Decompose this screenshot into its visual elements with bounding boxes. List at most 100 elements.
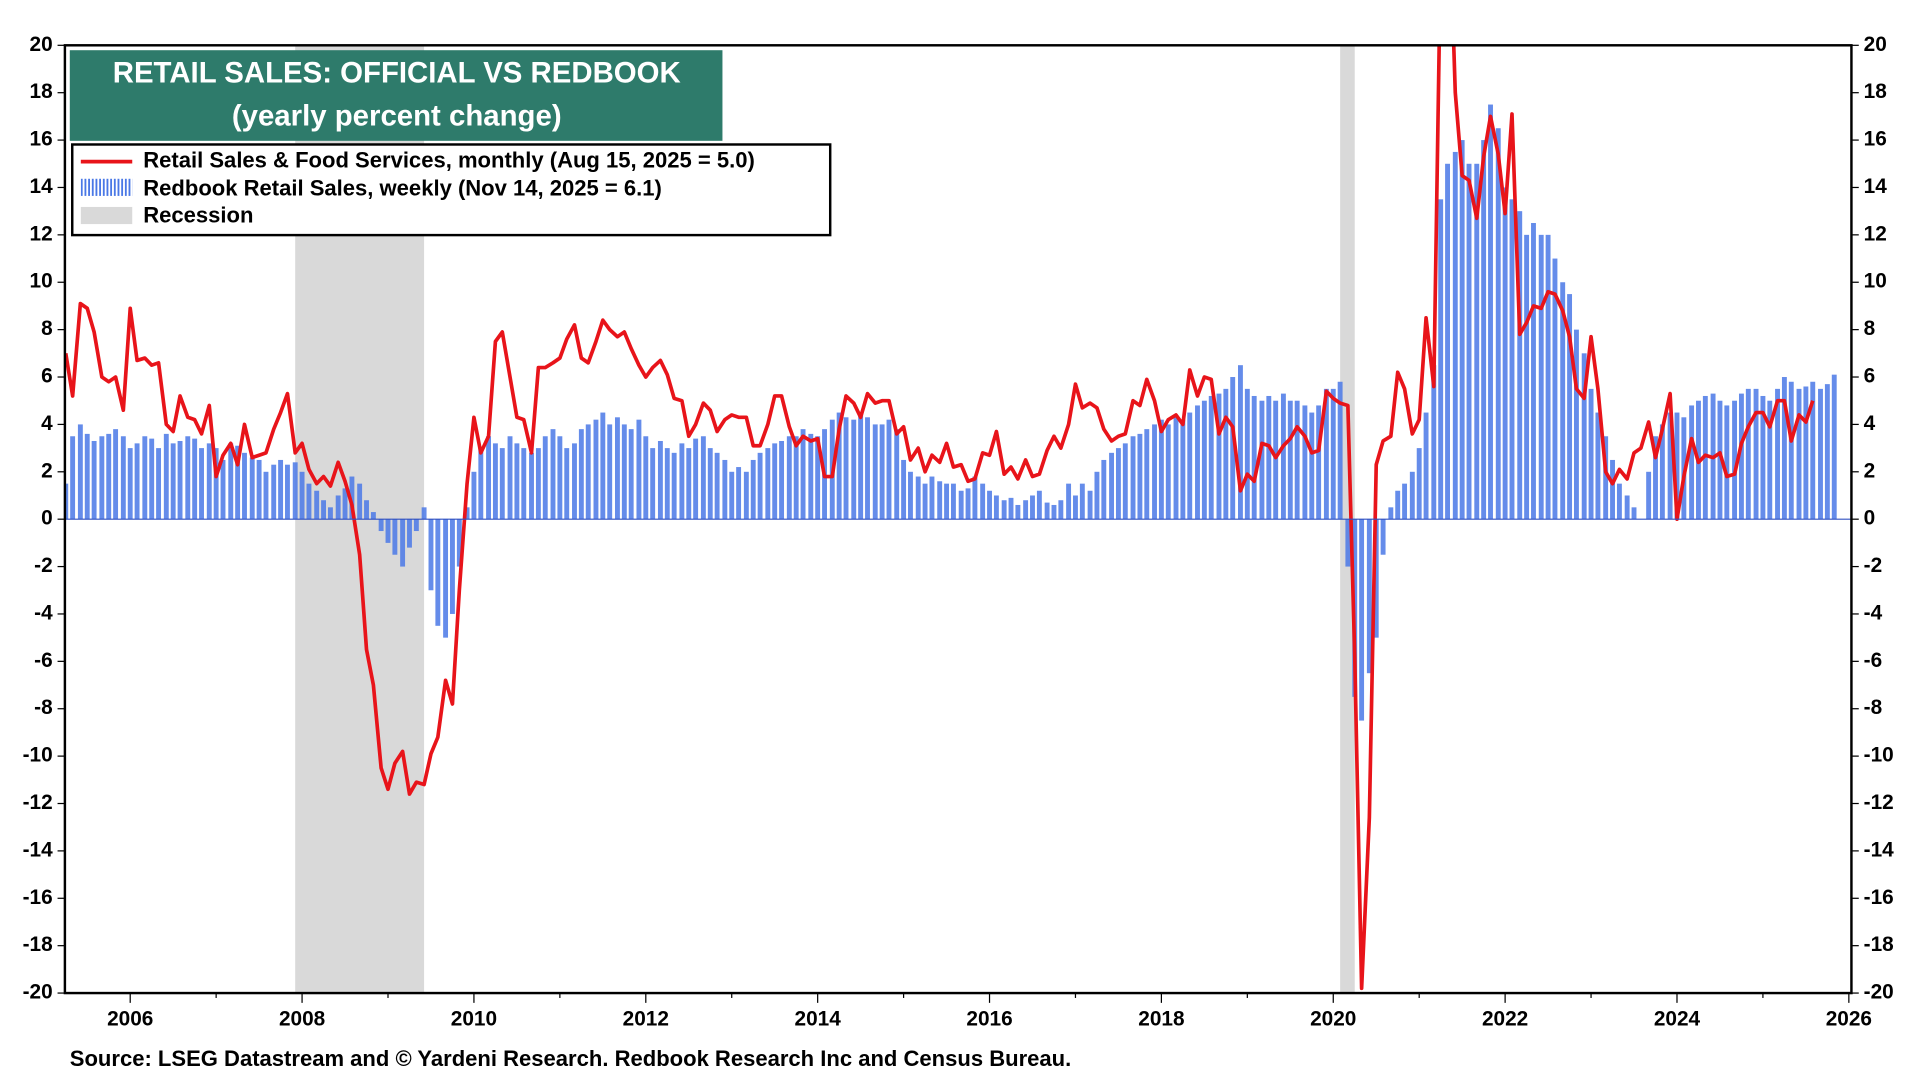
y2-tick-label: 18 [1864,80,1887,103]
bar [958,490,964,520]
bar [1266,395,1272,520]
bar [385,519,391,543]
bar [643,436,649,520]
y2-tick-label: 4 [1864,412,1876,435]
bar [1058,500,1064,520]
y-tick-label: -2 [34,554,53,577]
bar [1667,412,1673,520]
bar [306,483,312,520]
bar [707,448,713,520]
bar [593,419,599,520]
bar [1481,140,1487,520]
y2-tick-label: -12 [1864,791,1894,814]
bar [657,440,663,520]
bar [815,436,821,520]
y2-tick-label: 8 [1864,317,1876,340]
bar [1152,424,1157,520]
bar [1259,400,1265,520]
bar [314,490,320,520]
y2-tick-label: 10 [1864,270,1887,293]
bar [499,448,505,520]
y2-tick-label: 0 [1864,507,1876,530]
y-tick-label: -16 [23,886,53,909]
bar [99,436,105,520]
bar [1760,395,1766,520]
bar [1818,388,1823,520]
bar [1294,400,1300,520]
bar [127,448,133,520]
bar [944,483,950,520]
x-tick-label: 2008 [279,1008,325,1031]
bar [263,471,269,520]
y2-tick-label: 16 [1864,128,1887,151]
bar [1573,329,1579,520]
bar [1509,199,1515,520]
bar [714,452,720,520]
bar [1459,140,1465,520]
y2-tick-label: -4 [1864,601,1883,624]
bar [858,412,864,520]
line [64,45,1815,991]
bar [1051,504,1057,520]
bar [1144,429,1150,520]
bar [1137,433,1143,520]
bar [1659,424,1665,520]
bar [843,417,849,520]
bar [1359,519,1365,721]
bar [1173,417,1179,520]
bar [392,519,398,555]
bar [1201,400,1207,520]
bar [1165,424,1171,520]
bar [965,488,971,520]
bar [321,500,327,520]
bar [542,436,548,520]
bar [1767,400,1773,520]
bar [349,476,355,520]
y-tick-label: -4 [34,601,53,624]
y-tick-label: -20 [23,981,53,1004]
bar [464,507,470,520]
bar [1395,490,1401,520]
bar [134,443,140,520]
bar [478,448,484,520]
bar [1624,495,1630,520]
bar [1803,386,1809,520]
bar [1030,495,1035,520]
bar [1244,388,1250,520]
bar [750,459,756,520]
bar [894,429,900,520]
bar [1610,459,1615,520]
y2-tick-label: -8 [1864,696,1882,719]
title-box [69,50,723,141]
bar [507,436,513,520]
chart-title: RETAIL SALES: OFFICIAL VS REDBOOK [113,56,681,89]
bar [1452,151,1458,520]
x-tick-label: 2018 [1138,1008,1184,1031]
bar [922,483,928,520]
x-tick-label: 2020 [1310,1008,1356,1031]
bar [1251,395,1257,520]
bar [1423,412,1429,520]
bar [1380,519,1386,555]
bar [1273,400,1279,520]
y-tick-label: 2 [41,459,53,482]
bar [1824,384,1830,520]
bar [736,467,742,520]
bar [836,412,842,520]
bar [1316,405,1322,520]
x-tick-label: 2016 [966,1008,1012,1031]
bar [1495,128,1501,520]
bar [1646,471,1652,520]
bar [1302,405,1308,520]
bar [1796,388,1802,520]
legend-recession-swatch [80,206,133,225]
bar [1781,377,1787,520]
bar [1402,483,1408,520]
bar [729,471,735,520]
bar [929,476,935,520]
bar [972,476,978,520]
bar [1567,294,1573,520]
bar [357,483,363,520]
y-tick-label: 10 [30,270,53,293]
bar [413,519,419,532]
